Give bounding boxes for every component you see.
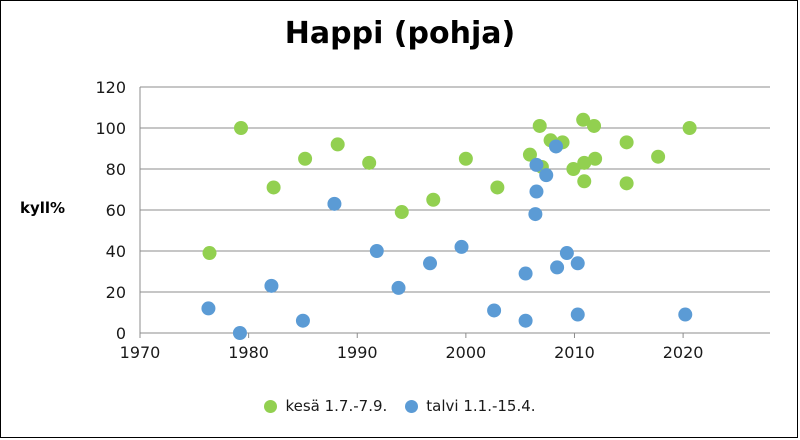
winter-point [369,244,384,258]
summer-point [577,174,592,189]
summer-point [234,121,249,135]
chart-title: Happi (pohja) [284,16,516,51]
x-tick-label: 1980 [228,343,269,362]
winter-point [678,307,693,322]
winter-point [264,278,279,293]
summer-point [566,162,581,176]
summer-point [587,118,602,133]
summer-point [576,112,591,127]
y-axis-label: kyll% [20,199,66,217]
summer-point [266,180,281,195]
summer-point [202,246,217,261]
data-points [201,112,697,340]
x-tick-labels: 1970 1980 1990 2000 2010 2020 [120,343,704,362]
x-tick-label: 2020 [663,343,704,362]
winter-point [549,139,564,154]
summer-point [577,155,592,170]
y-tick-label: 120 [95,78,126,97]
winter-point [529,157,544,172]
summer-point [426,192,441,207]
gridlines [140,86,770,293]
legend-marker-winter [405,399,419,413]
summer-point [651,149,666,164]
legend-label-summer: kesä 1.7.-7.9. [285,397,388,415]
winter-point [232,326,247,340]
winter-point [327,196,342,211]
y-tick-label: 100 [95,119,126,138]
y-tick-labels: 0 20 40 60 80 100 120 [95,78,126,343]
legend: kesä 1.7.-7.9. talvi 1.1.-15.4. [0,397,800,415]
summer-point [532,118,547,133]
legend-label-winter: talvi 1.1.-15.4. [426,397,536,415]
legend-item-winter: talvi 1.1.-15.4. [405,397,536,415]
y-tick-label: 40 [106,242,126,261]
summer-point [458,151,473,166]
x-tick-label: 1990 [337,343,378,362]
summer-point [619,135,634,150]
winter-point [528,207,543,222]
winter-point [570,256,585,271]
y-tick-label: 20 [106,283,126,302]
winter-point [539,168,554,183]
x-tick-label: 2000 [446,343,487,362]
summer-point [588,151,603,166]
winter-point [423,256,438,271]
legend-marker-summer [264,399,278,413]
winter-point [550,260,565,275]
summer-point [330,137,345,152]
summer-point [298,151,313,166]
x-tick-label: 1970 [120,343,161,362]
winter-point [518,266,533,281]
summer-point [522,147,537,162]
winter-point [529,184,544,199]
winter-point [454,239,469,254]
summer-point [362,155,377,170]
y-tick-label: 80 [106,160,126,179]
y-tick-label: 0 [116,324,126,343]
legend-item-summer: kesä 1.7.-7.9. [264,397,387,415]
x-tick-label: 2010 [554,343,595,362]
summer-point [682,121,697,135]
winter-point [518,313,533,328]
summer-point [490,180,505,195]
axes [139,87,770,338]
winter-point [391,280,406,295]
winter-point [559,246,574,261]
summer-point [394,205,409,220]
winter-point [487,303,502,318]
winter-point [201,301,216,316]
winter-point [570,307,585,322]
y-tick-label: 60 [106,201,126,220]
summer-point [619,176,634,191]
winter-point [295,313,310,328]
